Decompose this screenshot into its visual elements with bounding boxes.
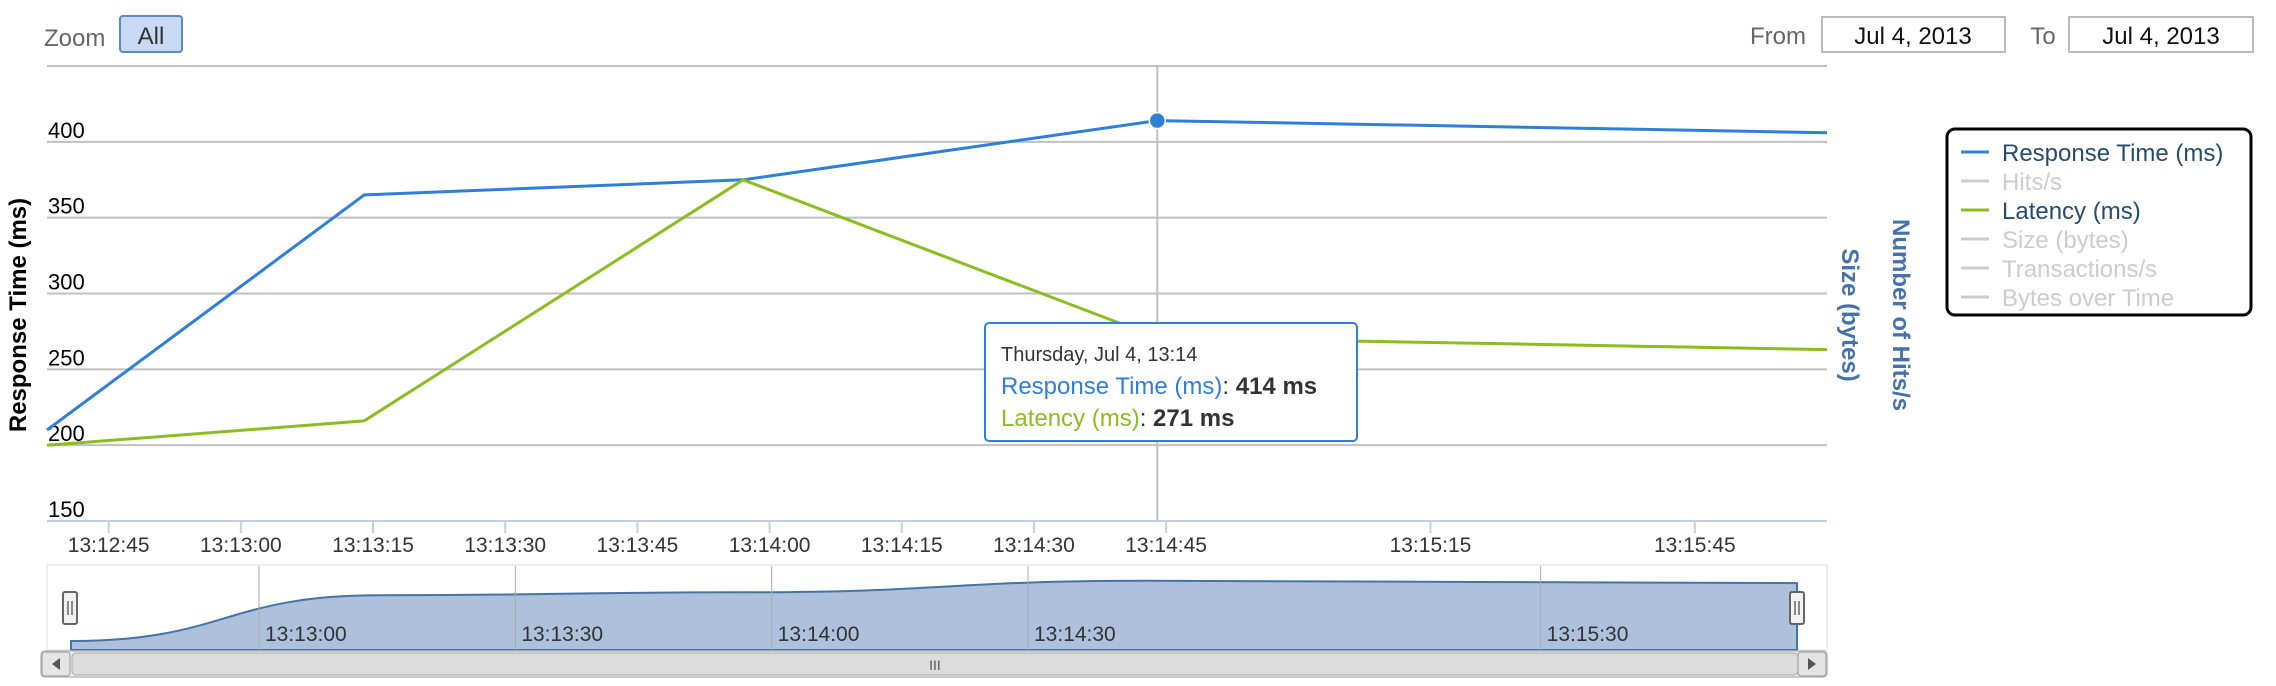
from-date-input[interactable]: Jul 4, 2013	[1821, 16, 2006, 53]
legend-label: Bytes over Time	[2002, 285, 2174, 312]
legend-item-5[interactable]: Bytes over Time	[1961, 285, 2174, 312]
scrollbar-left-button[interactable]	[41, 651, 71, 677]
tooltip-series-latency: Latency (ms)	[1001, 405, 1140, 432]
navigator-tick-label: 13:14:30	[1034, 623, 1116, 646]
chevron-left-icon	[52, 658, 60, 670]
series-line-2	[46, 178, 1828, 447]
x-tick-label: 13:14:15	[861, 534, 943, 557]
navigator-area	[70, 579, 1798, 651]
scrollbar-grip: III	[929, 657, 941, 673]
y-tick-label: 350	[48, 194, 85, 219]
tooltip-value-response: 414 ms	[1236, 373, 1317, 400]
to-date-value: Jul 4, 2013	[2102, 23, 2219, 50]
navigator-ticks: 13:13:00 13:13:30 13:14:00 13:14:30 13:15:30	[258, 566, 1629, 650]
y-tick-label: 150	[48, 497, 85, 522]
x-tick-label: 13:15:45	[1654, 534, 1736, 557]
x-tick-label: 13:13:30	[464, 534, 546, 557]
y-tick-label: 250	[48, 345, 85, 370]
x-tick-label: 13:15:15	[1390, 534, 1472, 557]
tooltip-value-latency: 271 ms	[1153, 405, 1234, 432]
zoom-label: Zoom	[44, 25, 105, 52]
to-label: To	[2030, 23, 2055, 50]
legend-label: Response Time (ms)	[2002, 140, 2223, 167]
navigator-handle-left[interactable]	[62, 591, 78, 625]
navigator-handle-right[interactable]	[1789, 591, 1805, 625]
legend-label: Transactions/s	[2002, 256, 2157, 283]
navigator-tick-label: 13:14:00	[778, 623, 860, 646]
y-tick-label: 400	[48, 118, 85, 143]
x-tick-label: 13:14:45	[1125, 534, 1207, 557]
x-tick-label: 13:14:30	[993, 534, 1075, 557]
legend-item-2[interactable]: Latency (ms)	[1961, 198, 2141, 225]
tooltip-row-latency: Latency (ms): 271 ms	[1001, 405, 1234, 432]
x-tick-label: 13:12:45	[68, 534, 150, 557]
legend-item-1[interactable]: Hits/s	[1961, 169, 2062, 196]
tooltip: Thursday, Jul 4, 13:14 Response Time (ms…	[984, 322, 1358, 442]
scrollbar-right-button[interactable]	[1797, 651, 1827, 677]
x-tick-label: 13:13:00	[200, 534, 282, 557]
legend-item-4[interactable]: Transactions/s	[1961, 256, 2157, 283]
legend-label: Latency (ms)	[2002, 198, 2141, 225]
tooltip-row-response: Response Time (ms): 414 ms	[1001, 373, 1317, 400]
grid-lines	[47, 65, 1827, 522]
zoom-all-label: All	[138, 23, 165, 50]
navigator-tick-label: 13:13:00	[265, 623, 347, 646]
navigator-tick-label: 13:13:30	[521, 623, 603, 646]
y-tick-label: 300	[48, 270, 85, 295]
series-line-0	[46, 119, 1828, 432]
series-lines	[46, 119, 1828, 447]
x-tick-label: 13:13:15	[332, 534, 414, 557]
from-date-value: Jul 4, 2013	[1854, 23, 1971, 50]
from-label: From	[1750, 23, 1806, 50]
legend-label: Size (bytes)	[2002, 227, 2129, 254]
x-tick-label: 13:14:00	[729, 534, 811, 557]
secondary-axis-title-hits: Number of Hits/s	[1887, 219, 1914, 411]
secondary-axis-title-size: Size (bytes)	[1836, 248, 1863, 381]
x-axis-ticks: 13:12:45 13:13:00 13:13:15 13:13:30 13:13:45…	[68, 521, 1736, 557]
tooltip-series-response: Response Time (ms)	[1001, 373, 1222, 400]
zoom-all-button[interactable]: All	[119, 15, 183, 53]
tooltip-header: Thursday, Jul 4, 13:14	[1001, 344, 1197, 366]
x-tick-label: 13:13:45	[597, 534, 679, 557]
legend-item-0[interactable]: Response Time (ms)	[1961, 140, 2223, 167]
navigator-tick-label: 13:15:30	[1547, 623, 1629, 646]
chevron-right-icon	[1808, 658, 1816, 670]
hover-marker-0	[1148, 111, 1167, 130]
navigator: 13:13:00 13:13:30 13:14:00 13:14:30 13:15:30	[46, 564, 1828, 651]
to-date-input[interactable]: Jul 4, 2013	[2068, 16, 2254, 53]
legend-item-3[interactable]: Size (bytes)	[1961, 227, 2129, 254]
scrollbar[interactable]: III	[40, 650, 1828, 678]
legend-label: Hits/s	[2002, 169, 2062, 196]
y-axis-title: Response Time (ms)	[5, 198, 32, 432]
